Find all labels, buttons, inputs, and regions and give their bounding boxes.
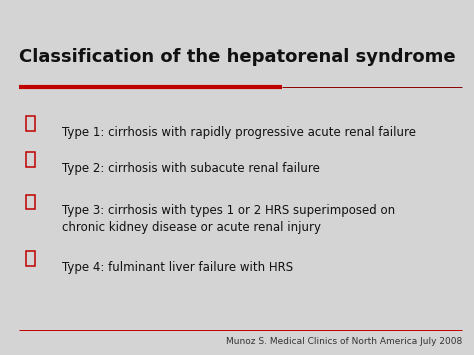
Text: Type 4: fulminant liver failure with HRS: Type 4: fulminant liver failure with HRS xyxy=(62,261,293,274)
Bar xyxy=(26,195,35,209)
Bar xyxy=(26,152,35,167)
Text: Munoz S. Medical Clinics of North America July 2008: Munoz S. Medical Clinics of North Americ… xyxy=(226,337,462,346)
Text: Type 3: cirrhosis with types 1 or 2 HRS superimposed on
chronic kidney disease o: Type 3: cirrhosis with types 1 or 2 HRS … xyxy=(62,204,395,234)
Bar xyxy=(26,116,35,131)
Text: Type 2: cirrhosis with subacute renal failure: Type 2: cirrhosis with subacute renal fa… xyxy=(62,162,319,175)
Bar xyxy=(26,251,35,266)
Text: Classification of the hepatorenal syndrome: Classification of the hepatorenal syndro… xyxy=(19,48,456,66)
Text: Type 1: cirrhosis with rapidly progressive acute renal failure: Type 1: cirrhosis with rapidly progressi… xyxy=(62,126,416,139)
